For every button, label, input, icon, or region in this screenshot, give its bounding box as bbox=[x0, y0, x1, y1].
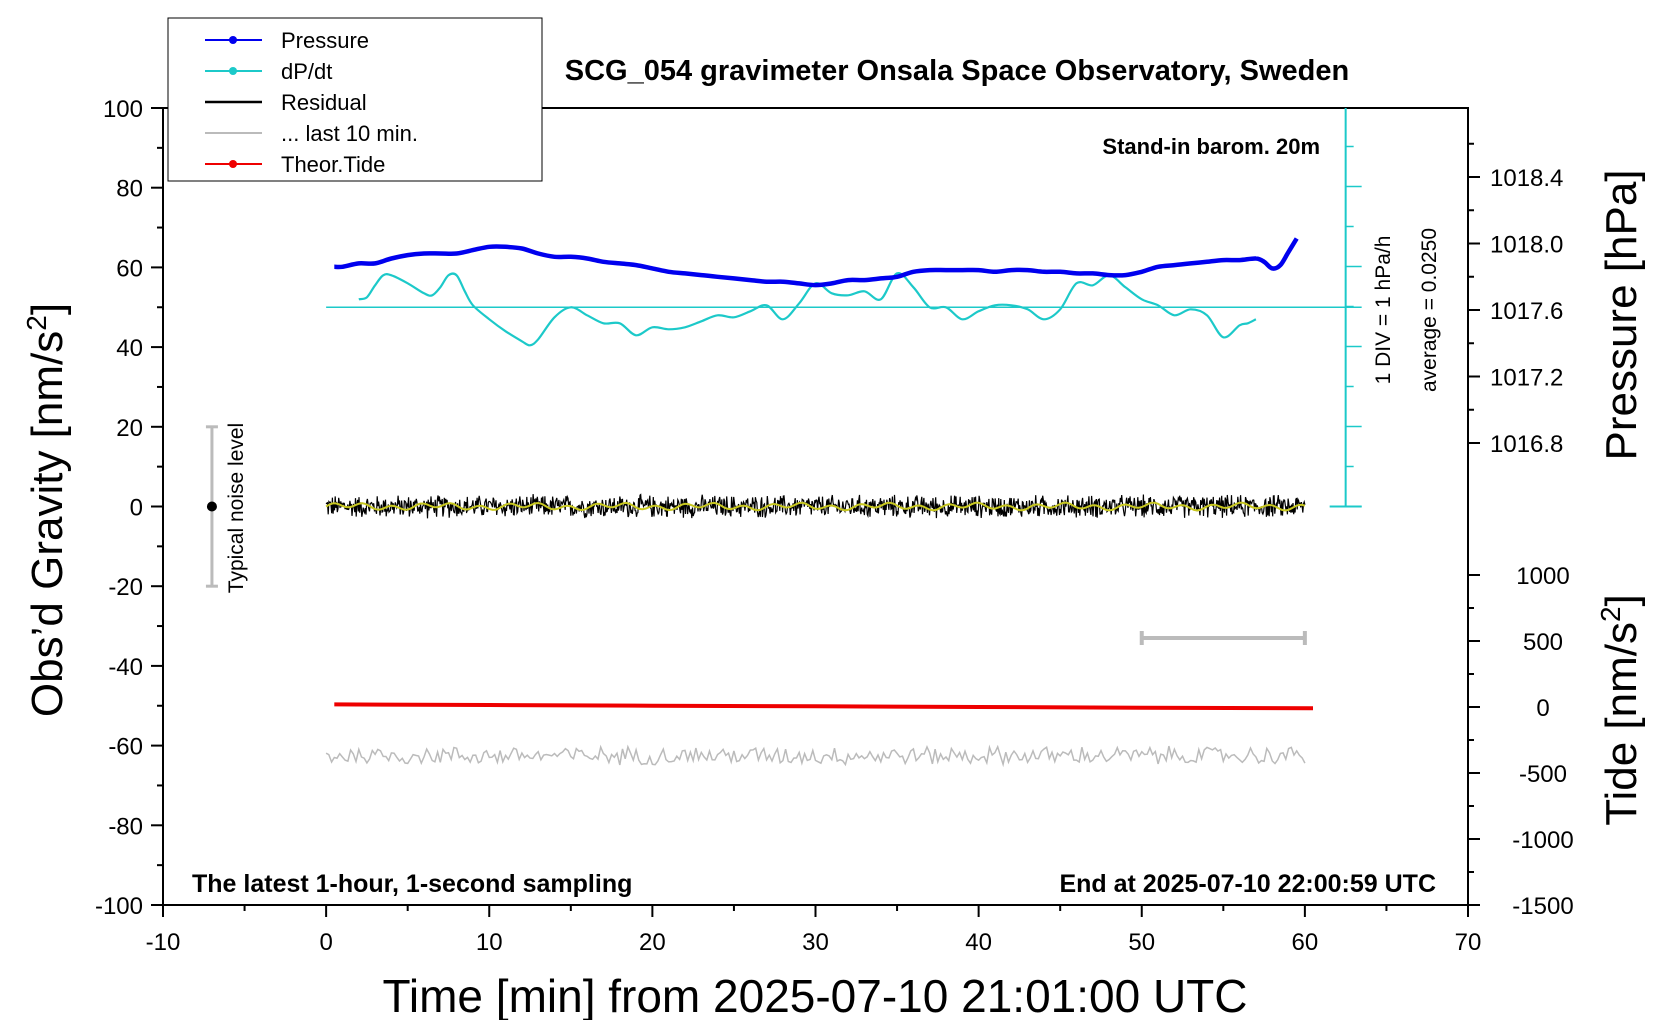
y-tick-label: 60 bbox=[116, 255, 143, 282]
legend-label: ... last 10 min. bbox=[281, 121, 418, 146]
tide-tick-label: 1000 bbox=[1516, 563, 1569, 590]
x-tick-label: 10 bbox=[476, 929, 503, 956]
pressure-tick-label: 1017.2 bbox=[1490, 365, 1563, 392]
legend-label: Pressure bbox=[281, 28, 369, 53]
pressure-series-line bbox=[334, 237, 1299, 288]
x-tick-label: -10 bbox=[146, 929, 181, 956]
noise-level-note: Typical noise level bbox=[225, 423, 248, 593]
tide-tick-label: -1000 bbox=[1512, 827, 1573, 854]
legend-label: Residual bbox=[281, 90, 367, 115]
axis-ticks: -10 0 10 20 30 40 50 60 70100806040200-20-40-60-… bbox=[95, 96, 1574, 956]
dpdt-series-line bbox=[358, 271, 1257, 347]
series-layer bbox=[205, 108, 1362, 768]
dpdt-div-note: 1 DIV = 1 hPa/h bbox=[1372, 236, 1395, 385]
chart-title: SCG_054 gravimeter Onsala Space Observat… bbox=[565, 55, 1349, 87]
y-tick-label: 100 bbox=[103, 96, 143, 123]
y-tick-label: 80 bbox=[116, 176, 143, 203]
tide-tick-label: 500 bbox=[1523, 629, 1563, 656]
x-tick-label: 40 bbox=[965, 929, 992, 956]
legend: Pressure dP/dt Residual ... last 10 min. The… bbox=[167, 17, 543, 182]
x-tick-label: 50 bbox=[1128, 929, 1155, 956]
noise-level-center-point bbox=[206, 501, 217, 512]
legend-swatch-marker bbox=[229, 160, 237, 168]
last-10-min-series-line bbox=[325, 744, 1306, 768]
end-time-note: End at 2025-07-10 22:00:59 UTC bbox=[1059, 870, 1436, 898]
x-tick-label: 30 bbox=[802, 929, 829, 956]
barometer-note: Stand-in barom. 20m bbox=[1102, 134, 1320, 159]
y-axis-tide-label: Tide [nm/s2] bbox=[1595, 594, 1646, 826]
tide-tick-label: -1500 bbox=[1512, 893, 1573, 920]
residual-series-line bbox=[325, 493, 1306, 519]
y-tick-label: -100 bbox=[95, 893, 143, 920]
legend-label: dP/dt bbox=[281, 59, 332, 84]
sampling-note: The latest 1-hour, 1-second sampling bbox=[192, 870, 632, 898]
pressure-tick-label: 1016.8 bbox=[1490, 431, 1563, 458]
y-axis-pressure-label: Pressure [hPa] bbox=[1597, 169, 1646, 460]
legend-label: Theor.Tide bbox=[281, 152, 385, 177]
y-tick-label: 20 bbox=[116, 415, 143, 442]
x-tick-label: 70 bbox=[1455, 929, 1482, 956]
tide-tick-label: 0 bbox=[1536, 695, 1549, 722]
x-tick-label: 60 bbox=[1292, 929, 1319, 956]
pressure-tick-label: 1018.0 bbox=[1490, 232, 1563, 259]
theor-tide-series-line bbox=[334, 702, 1314, 711]
y-tick-label: 0 bbox=[130, 495, 143, 522]
y-tick-label: -80 bbox=[108, 813, 143, 840]
legend-box bbox=[167, 17, 543, 182]
pressure-tick-label: 1017.6 bbox=[1490, 298, 1563, 325]
y-tick-label: -20 bbox=[108, 574, 143, 601]
legend-swatch-marker bbox=[229, 36, 237, 44]
x-axis-label: Time [min] from 2025-07-10 21:01:00 UTC bbox=[383, 970, 1248, 1020]
pressure-tick-label: 1018.4 bbox=[1490, 165, 1563, 192]
y-tick-label: -60 bbox=[108, 734, 143, 761]
y-axis-left-label: Obs’d Gravity [nm/s2] bbox=[21, 303, 72, 717]
x-tick-label: 20 bbox=[639, 929, 666, 956]
tide-tick-label: -500 bbox=[1519, 761, 1567, 788]
legend-swatch-marker bbox=[229, 67, 237, 75]
x-tick-label: 0 bbox=[319, 929, 332, 956]
residual-smoothed-line bbox=[325, 501, 1306, 512]
y-tick-label: -40 bbox=[108, 654, 143, 681]
y-tick-label: 40 bbox=[116, 335, 143, 362]
dpdt-average-note: average = 0.0250 bbox=[1418, 228, 1441, 392]
